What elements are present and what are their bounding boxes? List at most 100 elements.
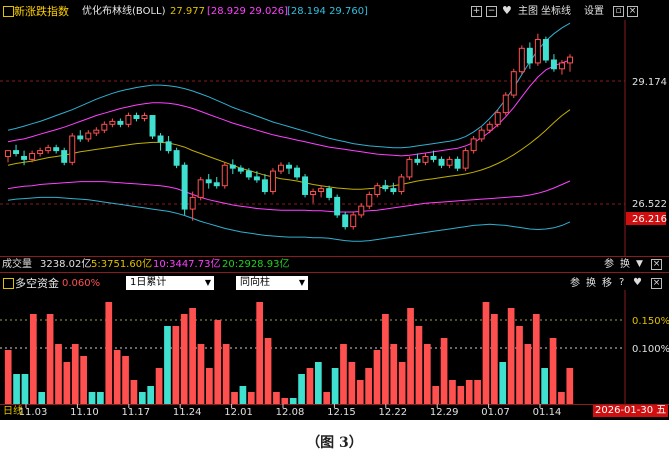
lower-heart-icon[interactable]: ♥	[633, 277, 642, 288]
fund-bar	[46, 314, 54, 404]
x-tick-label: 12.29	[430, 407, 459, 418]
boll-outer-lower-line	[7, 196, 571, 242]
gridline-button[interactable]: 坐标线	[541, 6, 571, 17]
lower-close-icon[interactable]: ×	[651, 278, 662, 289]
heart-icon[interactable]: ♥	[502, 4, 512, 17]
restore-icon[interactable]: ▫	[613, 6, 624, 17]
price-tick-lower: 26.522	[632, 199, 667, 210]
x-tick-label: 12.08	[276, 407, 305, 418]
candle	[189, 191, 196, 221]
fund-bar	[532, 314, 540, 404]
fund-bar	[239, 386, 247, 404]
candle-body	[253, 176, 260, 181]
candle	[526, 42, 533, 69]
lower-switch-button[interactable]: 换	[586, 278, 596, 289]
candle-body	[390, 188, 397, 193]
candle	[542, 36, 549, 63]
candle	[197, 176, 204, 201]
fund-bar	[197, 344, 205, 404]
lower-param-button[interactable]: 参	[570, 278, 580, 289]
candle	[454, 156, 461, 172]
candle-body	[29, 153, 36, 160]
fund-bar	[281, 398, 289, 404]
fund-bar	[80, 356, 87, 404]
fund-bar	[373, 350, 381, 404]
candle	[117, 118, 124, 128]
zoom-in-icon[interactable]: +	[471, 6, 482, 17]
fund-bar	[289, 398, 297, 404]
candle-body	[526, 47, 533, 64]
fund-bar	[298, 374, 305, 404]
fund-bar	[147, 386, 155, 404]
lower-move-button[interactable]: 移	[602, 278, 612, 289]
fund-bar	[264, 338, 272, 404]
volume-dropdown-icon[interactable]: ▼	[636, 259, 643, 269]
candle	[446, 156, 453, 169]
volume-close-icon[interactable]: ×	[651, 259, 662, 270]
candle-body	[45, 147, 52, 152]
chevron-down-icon: ▼	[204, 278, 211, 287]
fund-bar	[155, 368, 163, 404]
fund-bar	[558, 392, 565, 404]
main-chart-button[interactable]: 主图	[518, 6, 538, 17]
candle	[390, 182, 397, 195]
candle-body	[77, 135, 84, 140]
candle	[269, 168, 276, 195]
volume-switch-button[interactable]: 换	[620, 259, 630, 270]
volume-param-button[interactable]: 参	[604, 259, 614, 270]
candle	[101, 121, 108, 134]
candle-body	[157, 135, 164, 143]
settings-button[interactable]: 设置	[584, 6, 604, 17]
candle-body	[189, 196, 196, 210]
fund-bar	[172, 326, 180, 404]
volume-ma5: 5:3751.60亿	[91, 259, 153, 270]
fund-bar	[113, 350, 121, 404]
candle-body	[350, 214, 357, 228]
zoom-out-icon[interactable]: −	[486, 6, 497, 17]
candle-body	[93, 129, 100, 134]
candle-body	[438, 158, 445, 166]
candle-body	[366, 193, 373, 207]
chart-frame: 新涨跌指数 优化布林线(BOLL) 27.977 [28.929 29.026]…	[0, 0, 669, 420]
candle	[133, 112, 140, 122]
lower-tick-100: 0.100%	[632, 344, 669, 355]
candle-body	[494, 112, 501, 125]
fund-bar	[206, 368, 213, 404]
candle	[430, 150, 437, 163]
candle-body	[510, 71, 517, 96]
figure-caption: （图 3）	[306, 435, 363, 451]
accumulate-dropdown[interactable]: 1日累计 ▼	[126, 276, 214, 290]
candle	[77, 130, 84, 142]
close-icon[interactable]: ×	[627, 6, 638, 17]
candle-body	[382, 185, 389, 190]
last-price-badge	[626, 212, 666, 225]
x-tick-label: 12.15	[327, 407, 356, 418]
candle	[93, 127, 100, 136]
fund-bar	[189, 308, 196, 404]
candle-body	[414, 158, 421, 163]
period-label[interactable]: 日线	[3, 406, 23, 417]
candle-body	[318, 188, 325, 193]
candle-body	[374, 185, 381, 195]
fund-bar	[482, 302, 490, 404]
fund-bar	[440, 338, 448, 404]
candle	[318, 185, 325, 198]
bar-mode-dropdown[interactable]: 同向柱 ▼	[236, 276, 308, 290]
candle	[237, 165, 244, 174]
candle-body	[61, 150, 68, 163]
fund-bar	[356, 380, 364, 404]
volume-ma10: 10:3447.73亿	[153, 259, 221, 270]
index-title: 新涨跌指数	[14, 5, 69, 18]
candle-body	[197, 179, 204, 198]
candle-body	[69, 135, 76, 163]
candle-body	[221, 164, 228, 187]
lower-help-icon[interactable]: ?	[619, 277, 625, 288]
candle-body	[277, 164, 284, 172]
volume-label: 成交量	[2, 259, 32, 270]
candle-body	[478, 129, 485, 140]
fund-bar	[423, 344, 431, 404]
candle	[334, 194, 341, 218]
candle-body	[117, 120, 124, 125]
fund-bar	[465, 380, 473, 404]
candle	[326, 185, 333, 201]
